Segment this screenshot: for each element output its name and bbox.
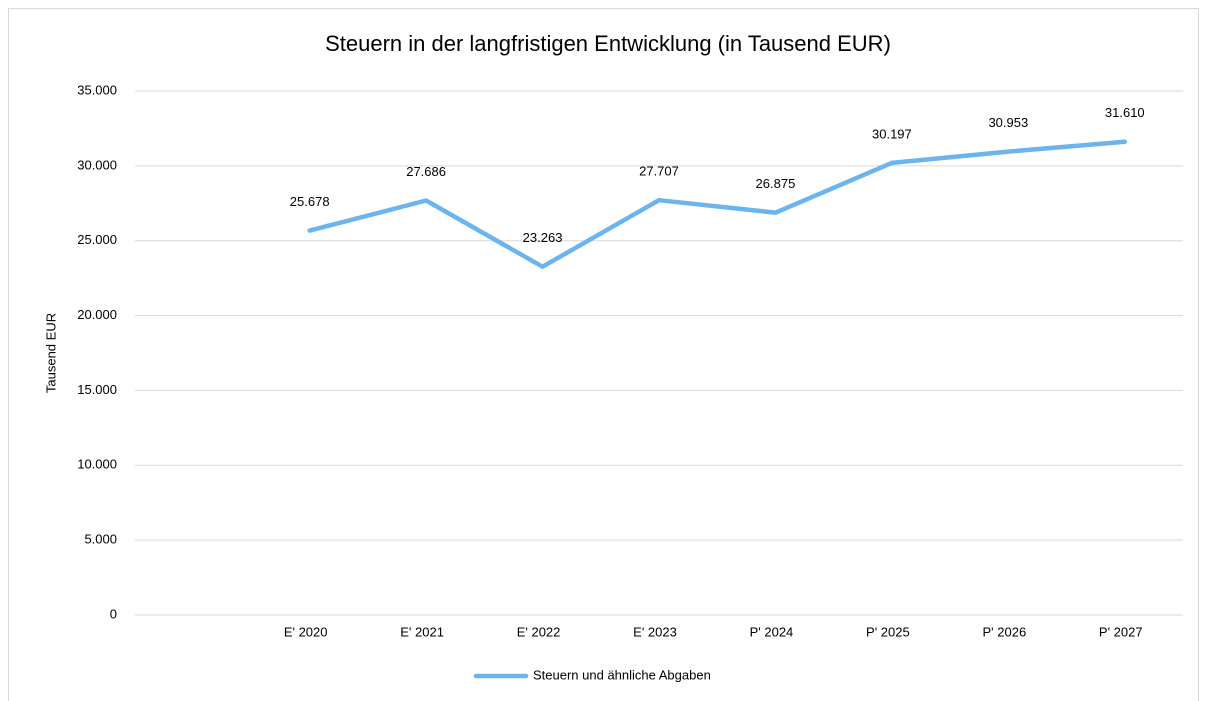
y-tick-label: 15.000 xyxy=(77,382,117,397)
x-tick-label: E' 2022 xyxy=(517,624,561,639)
y-tick-label: 20.000 xyxy=(77,307,117,322)
data-line xyxy=(307,139,1128,269)
data-label: 25.678 xyxy=(290,194,330,209)
data-label: 27.686 xyxy=(406,164,446,179)
y-tick-label: 30.000 xyxy=(77,157,117,172)
y-tick-label: 5.000 xyxy=(84,532,117,547)
x-tick-label: P' 2025 xyxy=(866,624,910,639)
data-label: 27.707 xyxy=(639,164,679,179)
x-tick-label: P' 2027 xyxy=(1099,624,1143,639)
data-label: 26.875 xyxy=(756,176,796,191)
x-tick-label: E' 2020 xyxy=(284,624,328,639)
x-tick-label: E' 2021 xyxy=(400,624,444,639)
y-axis-label: Tausend EUR xyxy=(43,313,58,393)
y-tick-label: 10.000 xyxy=(77,457,117,472)
y-tick-label: 35.000 xyxy=(77,82,117,97)
data-label: 23.263 xyxy=(523,230,563,245)
chart-title: Steuern in der langfristigen Entwicklung… xyxy=(325,31,891,56)
y-tick-label: 0 xyxy=(110,606,117,621)
data-label: 30.197 xyxy=(872,126,912,141)
x-tick-label: E' 2023 xyxy=(633,624,677,639)
legend-label: Steuern und ähnliche Abgaben xyxy=(533,667,711,682)
y-tick-label: 25.000 xyxy=(77,232,117,247)
x-tick-label: P' 2024 xyxy=(750,624,794,639)
chart-frame xyxy=(8,8,1199,701)
data-label: 31.610 xyxy=(1105,105,1145,120)
x-tick-label: P' 2026 xyxy=(982,624,1026,639)
data-label: 30.953 xyxy=(988,115,1028,130)
